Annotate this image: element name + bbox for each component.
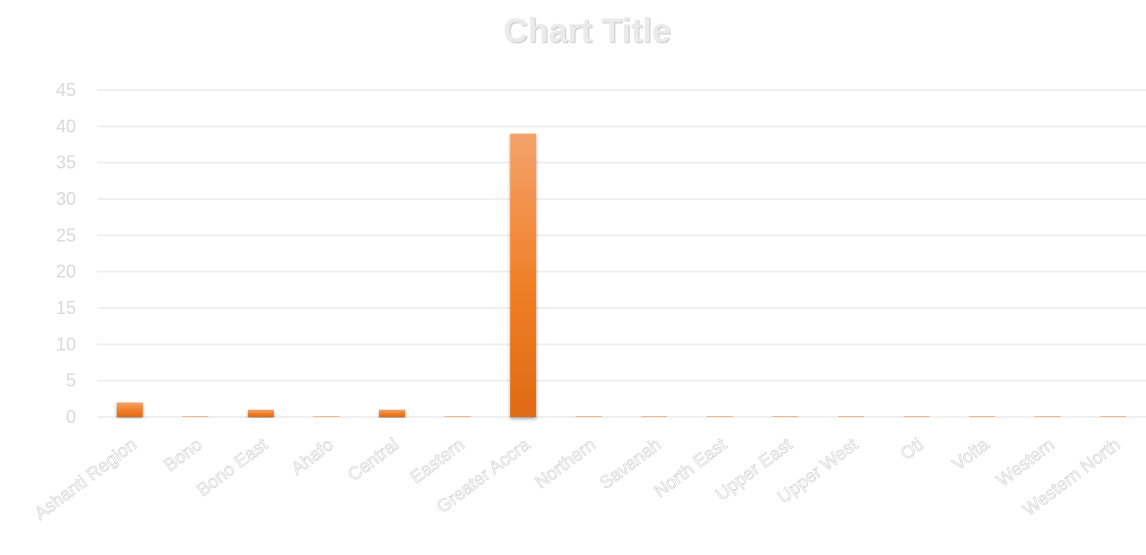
y-axis-tick-labels: 0 5 10 15 20 25 30 35 40 45 [56, 80, 76, 427]
y-tick-label: 30 [56, 189, 76, 209]
x-category-label: Volta [948, 434, 993, 475]
bar-northern [575, 416, 602, 417]
bar-upper-east [772, 416, 799, 417]
y-tick-label: 45 [56, 80, 76, 100]
bar-ashanti-region [116, 402, 143, 417]
bar-oti [903, 416, 930, 417]
bar-savanah [641, 416, 668, 417]
y-tick-label: 5 [66, 371, 76, 391]
x-category-label: Northern [531, 434, 599, 492]
bar-bono [182, 416, 209, 417]
x-category-label: Oti [897, 434, 927, 464]
bars [116, 133, 1127, 417]
bar-central [379, 409, 406, 417]
y-tick-label: 15 [56, 298, 76, 318]
bar-ahafo [313, 416, 340, 417]
y-tick-label: 25 [56, 225, 76, 245]
x-category-label: Bono East [193, 434, 271, 500]
bar-bono-east [247, 409, 274, 417]
bar-upper-west [837, 416, 864, 417]
bar-north-east [706, 416, 733, 417]
bar-western [1034, 416, 1061, 417]
chart-title: Chart Title [503, 12, 671, 50]
y-tick-label: 0 [66, 407, 76, 427]
y-tick-label: 40 [56, 116, 76, 136]
x-category-label: Bono [160, 434, 206, 475]
y-tick-label: 10 [56, 334, 76, 354]
bar-western-north [1100, 416, 1127, 417]
y-tick-label: 35 [56, 153, 76, 173]
x-category-label: Eastern [406, 434, 468, 487]
bar-greater-accra [510, 133, 537, 417]
x-category-label: Ashanti Region [31, 434, 141, 523]
x-category-label: Central [344, 434, 402, 485]
x-category-label: Ahafo [287, 434, 337, 478]
gridlines [97, 89, 1146, 418]
bar-volta [969, 416, 996, 417]
bar-eastern [444, 416, 471, 417]
y-tick-label: 20 [56, 262, 76, 282]
